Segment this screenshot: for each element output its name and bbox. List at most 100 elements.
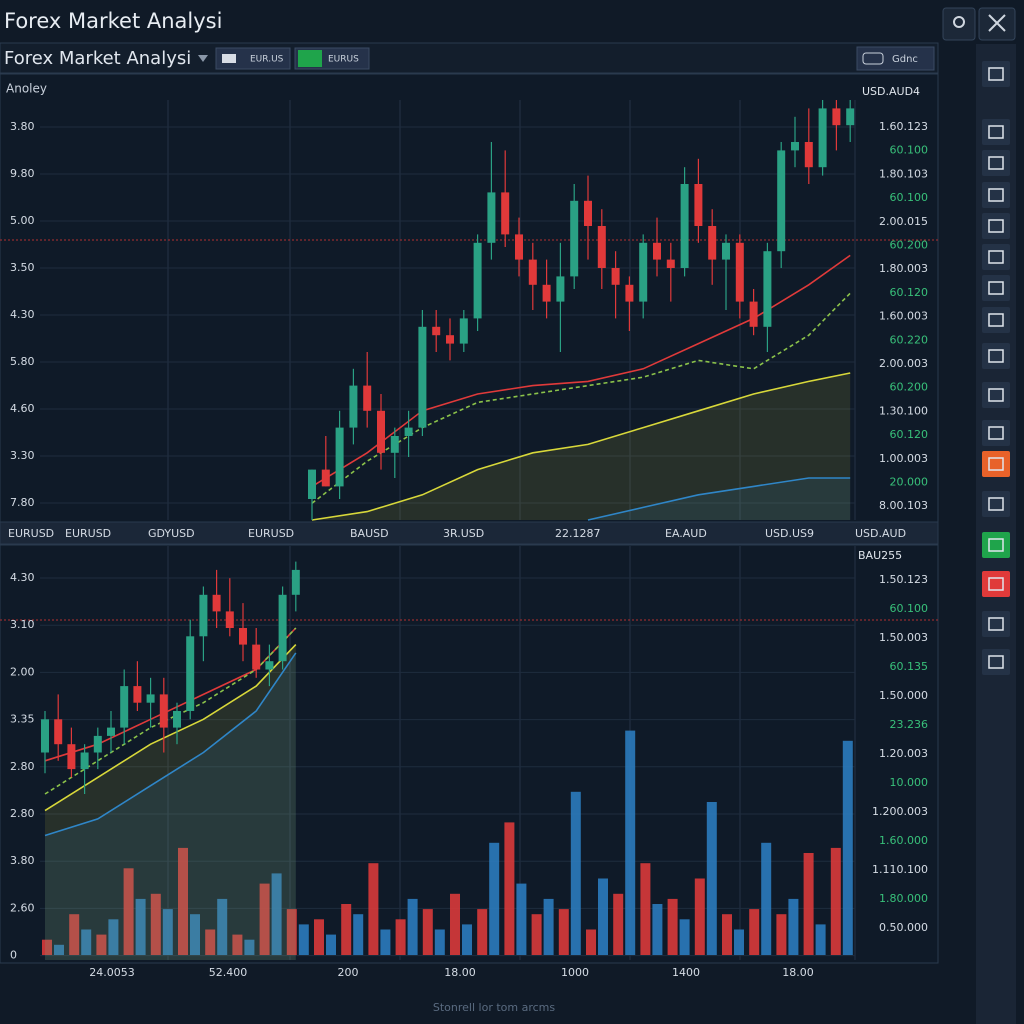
- sidebar-button[interactable]: [982, 343, 1010, 369]
- line: [311, 292, 851, 504]
- sidebar-icons: [982, 61, 1010, 675]
- volume-bar: [830, 847, 841, 955]
- sidebar-button[interactable]: [982, 611, 1010, 637]
- toolbar: [0, 42, 939, 74]
- x-axis-label: 18.00: [444, 966, 476, 979]
- axis-label: 2.00.015: [879, 215, 928, 228]
- candle-body: [487, 192, 496, 243]
- candle-body: [335, 427, 344, 487]
- axis-label: 1.60.123: [879, 120, 928, 133]
- candle-body: [515, 234, 523, 260]
- axis-label: 2.00: [10, 665, 35, 678]
- candle-body: [832, 108, 841, 126]
- axis-label: 10.000: [890, 776, 929, 789]
- volume-bar: [462, 924, 472, 955]
- candle-body: [278, 594, 287, 662]
- volume-bar: [570, 791, 581, 955]
- volume-bar: [286, 909, 297, 955]
- candle-body: [93, 735, 102, 753]
- sidebar-button[interactable]: [982, 213, 1010, 239]
- sidebar-button[interactable]: [982, 182, 1010, 208]
- candle-body: [501, 192, 510, 235]
- candle-body: [528, 259, 537, 285]
- candle-body: [735, 242, 744, 302]
- candle-body: [41, 719, 49, 753]
- button-icon: [862, 52, 884, 65]
- axis-label: 20.000: [890, 476, 929, 489]
- sidebar-icon: [988, 426, 1004, 440]
- symbol-tab: USD.US9: [765, 527, 814, 540]
- axis-label: 1.60.003: [879, 310, 928, 323]
- candle-body: [173, 711, 181, 728]
- sidebar-icon: [988, 188, 1004, 202]
- sidebar-icon: [988, 617, 1004, 631]
- close-icon: [988, 14, 1006, 32]
- sidebar-button[interactable]: [982, 150, 1010, 176]
- candle-body: [846, 108, 855, 126]
- axis-label: 5.80: [10, 355, 35, 368]
- axis-label: 1.200.003: [872, 805, 928, 818]
- candle-body: [418, 326, 427, 428]
- candle-body: [80, 752, 89, 770]
- sidebar-button[interactable]: [982, 382, 1010, 408]
- symbol-tab: USD.AUD: [855, 527, 906, 540]
- x-axis-label: 52.400: [209, 966, 248, 979]
- dropdown-arrow[interactable]: [198, 55, 208, 62]
- volume-bar: [217, 898, 228, 955]
- line: [44, 627, 297, 795]
- volume-bar: [558, 909, 569, 955]
- candle-body: [473, 242, 482, 319]
- button-label: EUR.US: [250, 55, 284, 65]
- sidebar-button[interactable]: [982, 119, 1010, 145]
- axis-label: 3.80: [10, 120, 35, 133]
- sidebar-icon: [988, 281, 1004, 295]
- axis-label: 4.30: [10, 571, 35, 584]
- axis-label: 2.60: [10, 901, 35, 914]
- sidebar-button[interactable]: [982, 649, 1010, 675]
- sidebar-button[interactable]: [982, 275, 1010, 301]
- candle-body: [804, 142, 813, 168]
- sidebar-icon: [988, 219, 1004, 233]
- axis-label: 5.00: [10, 214, 35, 227]
- volume-bar: [489, 842, 500, 955]
- axis-label: 60.220: [890, 333, 929, 346]
- volume-bar: [613, 893, 624, 955]
- toolbar-button[interactable]: [215, 47, 291, 70]
- candle-body: [597, 226, 606, 268]
- sidebar-icon: [988, 156, 1004, 170]
- candle-body: [763, 251, 772, 327]
- sidebar-button[interactable]: [982, 491, 1010, 517]
- sidebar-button[interactable]: [982, 532, 1010, 558]
- sidebar-button[interactable]: [982, 420, 1010, 446]
- volume-bar: [259, 883, 270, 955]
- candle-body: [186, 636, 195, 711]
- axis-label: 1.20.003: [879, 747, 928, 760]
- sidebar-button[interactable]: [982, 244, 1010, 270]
- sidebar-icon: [988, 313, 1004, 327]
- axis-label: 7.80: [10, 496, 35, 509]
- volume-bar: [504, 822, 515, 955]
- volume-bar: [477, 909, 488, 955]
- sidebar-button[interactable]: [982, 61, 1010, 87]
- sidebar-button[interactable]: [982, 571, 1010, 597]
- account-button[interactable]: [942, 7, 976, 41]
- axis-label: 1.110.100: [872, 863, 928, 876]
- candle-body: [377, 410, 385, 453]
- axis-label: 60.100: [890, 602, 929, 615]
- axis-label: 8.00.103: [879, 499, 928, 512]
- axis-label: 60.200: [890, 239, 929, 252]
- candle-body: [252, 644, 261, 670]
- sidebar-button[interactable]: [982, 307, 1010, 333]
- sidebar-button[interactable]: [982, 451, 1010, 477]
- candle-body: [159, 694, 168, 728]
- symbol-tab: EURUSD: [65, 527, 111, 540]
- volume-bar: [42, 939, 52, 955]
- button-icon: [298, 50, 322, 67]
- candle-body: [680, 184, 689, 268]
- pair-label: USD.AUD4: [862, 85, 920, 98]
- axis-label: 2.80: [10, 807, 35, 820]
- volume-bar: [450, 893, 460, 955]
- axis-label: 60.135: [890, 660, 929, 673]
- axis-label: 3.35: [10, 713, 35, 726]
- candle-body: [265, 661, 274, 670]
